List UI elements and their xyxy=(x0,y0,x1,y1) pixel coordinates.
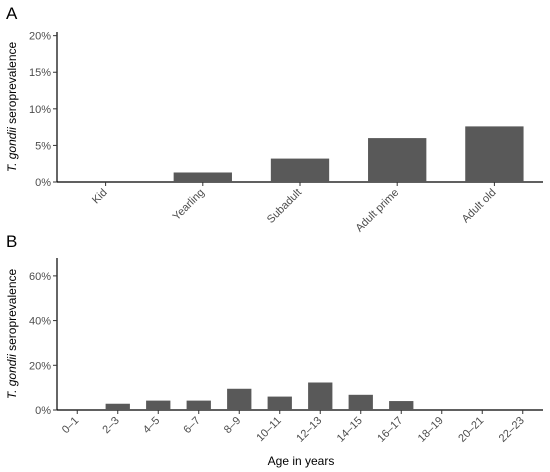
y-axis-title: T. gondii seroprevalence xyxy=(5,269,19,400)
x-tick-label: Kid xyxy=(90,187,110,207)
x-tick-label: Adult prime xyxy=(353,187,401,235)
y-tick-label: 0% xyxy=(35,177,51,189)
x-tick-label: 16–17 xyxy=(375,415,405,445)
y-tick-label: 15% xyxy=(29,67,51,79)
x-tick-label: 20–21 xyxy=(456,415,486,445)
bar xyxy=(368,138,427,182)
x-tick-label: 12–13 xyxy=(294,415,324,445)
y-tick-label: 20% xyxy=(29,31,51,43)
x-tick-label: 8–9 xyxy=(222,415,243,436)
bar xyxy=(267,396,292,410)
x-tick-label: 18–19 xyxy=(416,415,446,445)
panel-label-b: B xyxy=(6,232,17,251)
panel-a-chart: 0% 5% 10% 15% 20% Kid Yearling Subadult Adult pr… xyxy=(5,31,543,235)
x-tick-label: 0–1 xyxy=(60,415,81,436)
x-tick-label: 2–3 xyxy=(100,415,121,436)
y-tick-label: 10% xyxy=(29,104,51,116)
bar xyxy=(389,401,414,410)
bar xyxy=(348,394,373,410)
y-tick-label: 0% xyxy=(35,405,51,417)
x-tick-label: 6–7 xyxy=(181,415,202,436)
x-tick-label: Yearling xyxy=(171,187,207,223)
x-tick-label: 14–15 xyxy=(335,415,365,445)
panel-label-a: A xyxy=(6,4,18,23)
y-tick-label: 40% xyxy=(29,316,51,328)
bar xyxy=(465,126,524,182)
bar xyxy=(227,388,252,410)
bar xyxy=(186,400,211,410)
bar xyxy=(173,172,232,182)
bar xyxy=(270,158,330,182)
y-tick-label: 20% xyxy=(29,360,51,372)
y-axis-title: T. gondii seroprevalence xyxy=(5,42,19,173)
x-tick-label: 4–5 xyxy=(141,415,162,436)
x-tick-label: 22–23 xyxy=(497,415,527,445)
bar xyxy=(146,400,171,410)
y-tick-label: 60% xyxy=(29,271,51,283)
x-tick-label: 10–11 xyxy=(254,415,284,445)
x-axis-title-b: Age in years xyxy=(268,454,335,468)
y-tick-label: 5% xyxy=(35,140,51,152)
panel-b-chart: 0% 20% 40% 60% 0–1 2–3 4–5 6–7 8–9 10–11 12–13 14–1… xyxy=(5,258,543,445)
bar xyxy=(308,382,333,410)
x-tick-label: Subadult xyxy=(265,187,304,226)
bar xyxy=(105,403,130,410)
x-tick-label: Adult old xyxy=(460,187,499,226)
